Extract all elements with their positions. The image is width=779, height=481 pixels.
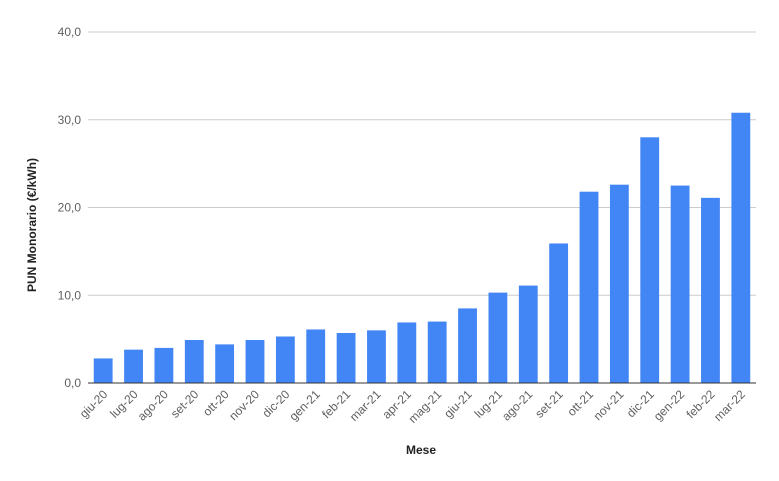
- x-tick-label: ago-21: [499, 387, 536, 424]
- bar-lug-21: [488, 292, 508, 383]
- x-tick-label: mar-21: [347, 387, 384, 424]
- bar-giu-21: [458, 308, 477, 383]
- x-tick-label: set-21: [532, 387, 566, 421]
- x-tick-label: mar-22: [711, 387, 748, 424]
- bar-ago-20: [154, 347, 174, 383]
- y-axis-ticks: 0,0 10,0 20,0 30,0 40,0: [58, 25, 82, 390]
- bar-lug-20: [124, 349, 143, 383]
- y-tick-label: 10,0: [58, 288, 82, 302]
- bars: [93, 112, 751, 383]
- x-tick-label: giu-21: [441, 387, 475, 421]
- bar-feb-22: [701, 197, 720, 383]
- y-tick-label: 30,0: [58, 113, 82, 127]
- bar-ott-20: [215, 344, 235, 383]
- bar-dic-21: [640, 137, 660, 383]
- bar-dic-20: [275, 336, 295, 383]
- x-tick-label: ago-20: [135, 387, 172, 424]
- x-axis-title: Mese: [406, 443, 436, 457]
- x-tick-label: nov-20: [226, 387, 262, 423]
- bar-nov-21: [609, 184, 629, 383]
- y-tick-label: 20,0: [58, 201, 82, 215]
- bar-mar-21: [367, 330, 386, 383]
- y-tick-label: 0,0: [64, 376, 81, 390]
- bar-ago-21: [518, 285, 538, 383]
- x-tick-label: set-20: [168, 387, 202, 421]
- x-tick-label: nov-21: [591, 387, 627, 423]
- bar-mar-22: [731, 112, 751, 383]
- bar-set-21: [549, 243, 569, 383]
- x-tick-label: mag-21: [406, 387, 445, 426]
- bar-giu-20: [93, 358, 113, 383]
- bar-nov-20: [245, 340, 265, 383]
- bar-gen-21: [306, 329, 326, 383]
- x-tick-label: gen-21: [287, 387, 324, 424]
- bar-set-20: [184, 340, 204, 383]
- y-axis-title: PUN Monorario (€/kWh): [25, 158, 39, 292]
- bar-gen-22: [670, 185, 690, 383]
- x-tick-label: gen-22: [651, 387, 688, 424]
- bar-apr-21: [397, 322, 417, 383]
- x-axis-ticks: giu-20lug-20ago-20set-20ott-20nov-20dic-…: [77, 387, 748, 426]
- y-tick-label: 40,0: [58, 25, 82, 39]
- bar-ott-21: [579, 191, 599, 383]
- x-tick-label: giu-20: [77, 387, 111, 421]
- bar-feb-21: [336, 332, 356, 383]
- bar-mag-21: [427, 321, 447, 383]
